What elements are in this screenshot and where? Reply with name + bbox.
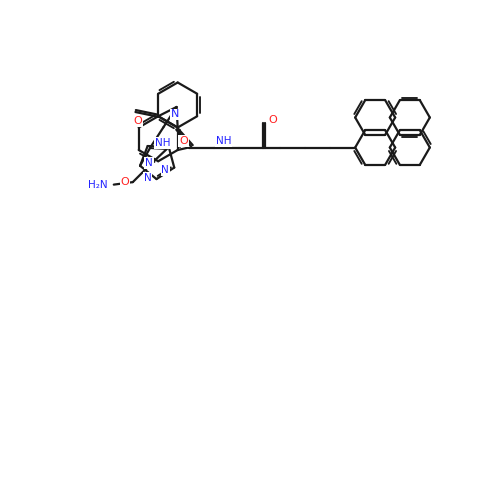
Text: O: O xyxy=(134,116,142,126)
Text: N: N xyxy=(145,158,153,168)
Text: NH: NH xyxy=(155,138,170,148)
Text: O: O xyxy=(120,177,129,187)
Text: H₂N: H₂N xyxy=(88,180,108,190)
Text: O: O xyxy=(268,115,277,125)
Text: O: O xyxy=(180,136,188,146)
Text: N: N xyxy=(144,173,152,183)
Text: N: N xyxy=(171,110,179,120)
Text: NH: NH xyxy=(216,136,232,146)
Text: N: N xyxy=(162,165,169,175)
